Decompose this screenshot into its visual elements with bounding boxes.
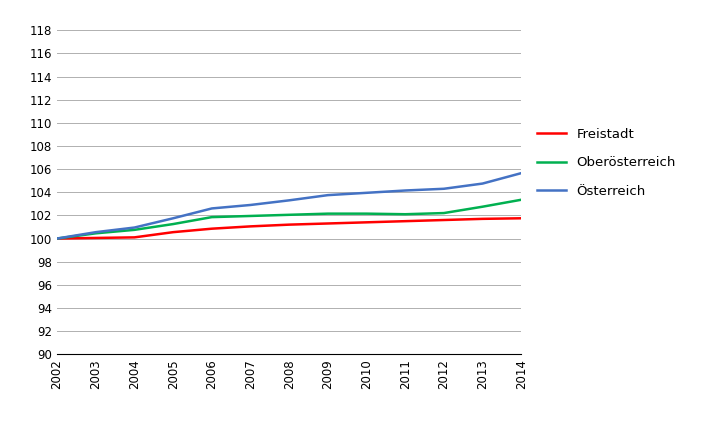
Oberösterreich: [53, 236, 61, 241]
Line: Oberösterreich: Oberösterreich: [57, 200, 521, 238]
Österreich: [91, 229, 100, 235]
Österreich: [53, 236, 61, 241]
Oberösterreich: [285, 212, 293, 217]
Freistadt: [362, 220, 371, 225]
Oberösterreich: [323, 211, 332, 216]
Oberösterreich: [130, 227, 139, 232]
Österreich: [440, 186, 448, 191]
Freistadt: [401, 219, 409, 224]
Freistadt: [323, 221, 332, 226]
Freistadt: [91, 235, 100, 241]
Oberösterreich: [478, 204, 487, 209]
Freistadt: [440, 217, 448, 222]
Freistadt: [285, 222, 293, 227]
Österreich: [517, 171, 526, 176]
Line: Freistadt: Freistadt: [57, 218, 521, 238]
Österreich: [323, 193, 332, 198]
Österreich: [246, 202, 255, 207]
Oberösterreich: [208, 215, 216, 220]
Freistadt: [169, 229, 178, 235]
Österreich: [285, 198, 293, 203]
Freistadt: [478, 216, 487, 222]
Freistadt: [246, 224, 255, 229]
Oberösterreich: [91, 231, 100, 236]
Oberösterreich: [362, 211, 371, 216]
Freistadt: [130, 235, 139, 240]
Oberösterreich: [246, 213, 255, 219]
Freistadt: [53, 236, 61, 241]
Legend: Freistadt, Oberösterreich, Österreich: Freistadt, Oberösterreich, Österreich: [537, 127, 676, 198]
Line: Österreich: Österreich: [57, 173, 521, 238]
Oberösterreich: [517, 197, 526, 202]
Österreich: [130, 225, 139, 230]
Oberösterreich: [401, 212, 409, 217]
Österreich: [169, 216, 178, 221]
Österreich: [478, 181, 487, 186]
Oberösterreich: [440, 210, 448, 216]
Oberösterreich: [169, 222, 178, 227]
Freistadt: [517, 216, 526, 221]
Österreich: [401, 188, 409, 193]
Österreich: [208, 206, 216, 211]
Freistadt: [208, 226, 216, 231]
Österreich: [362, 190, 371, 195]
